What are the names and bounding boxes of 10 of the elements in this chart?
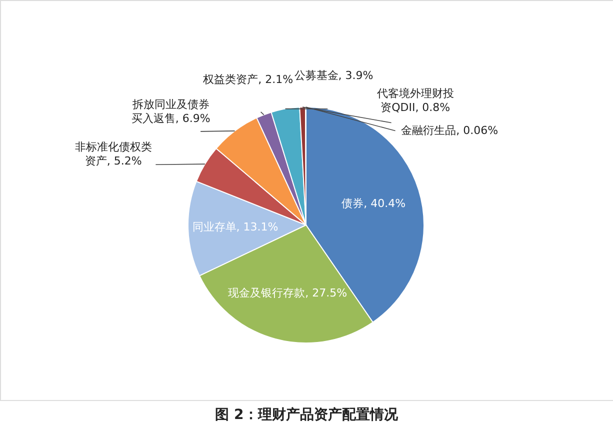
slice-label: 公募基金, 3.9% — [294, 69, 374, 82]
slice-label: 现金及银行存款, 27.5% — [228, 286, 348, 300]
slice-label: 拆放同业及债券买入返售, 6.9% — [131, 98, 210, 126]
slice-label: 权益类资产, 2.1% — [202, 73, 294, 86]
slice-label: 同业存单, 13.1% — [192, 220, 278, 234]
slice-label: 非标准化债权类资产, 5.2% — [74, 140, 152, 168]
slice-label: 债券, 40.4% — [342, 197, 406, 210]
slice-label: 代客境外理财投资QDII, 0.8% — [376, 86, 454, 114]
text: 图 2：理财产品资产配置情况 — [215, 406, 399, 423]
slice-label: 金融衍生品, 0.06% — [401, 124, 498, 137]
